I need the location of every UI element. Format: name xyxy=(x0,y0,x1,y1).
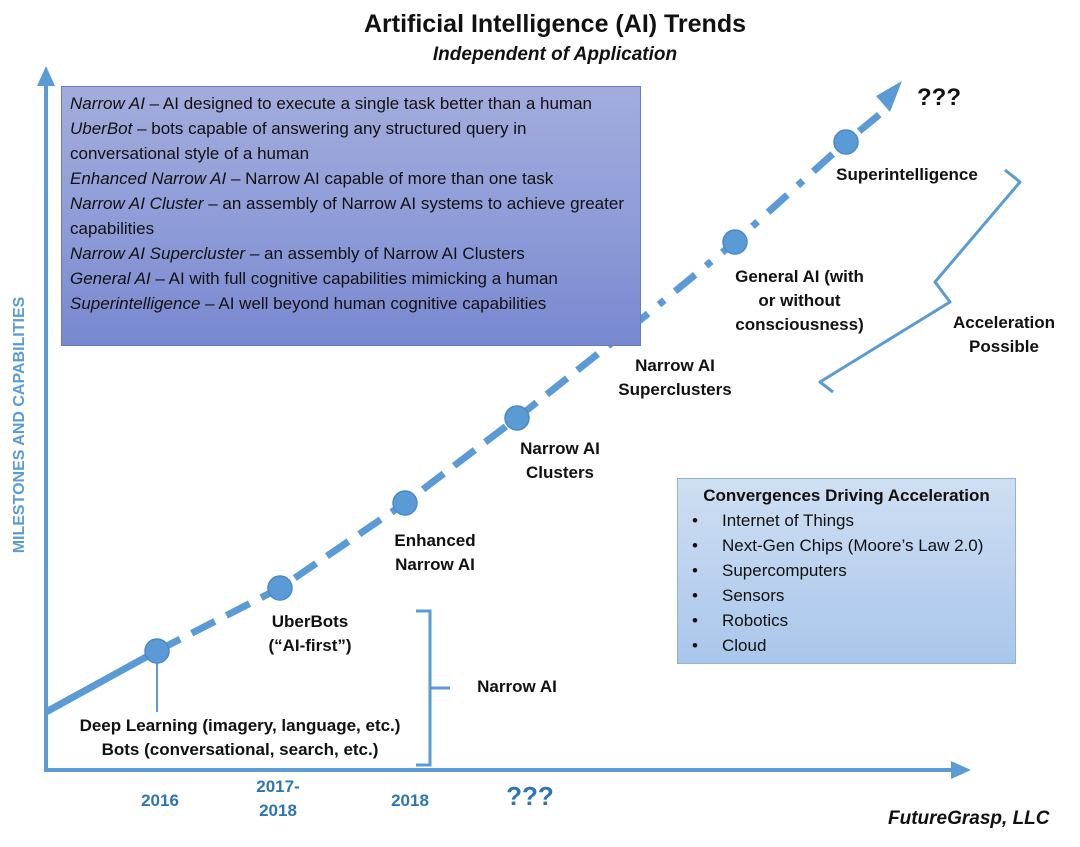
x-axis-label-line: 2017- xyxy=(256,777,300,796)
bracket-label-line: Possible xyxy=(969,337,1039,356)
definition-text: – Narrow AI capable of more than one tas… xyxy=(226,169,554,188)
x-axis-label-line: 2018 xyxy=(391,791,429,810)
y-axis-arrowhead xyxy=(37,66,55,86)
definition-row: Narrow AI – AI designed to execute a sin… xyxy=(70,91,632,116)
bracket-label-line: Narrow AI xyxy=(477,677,557,696)
definition-text: – AI with full cognitive capabilities mi… xyxy=(150,269,558,288)
definition-text: – an assembly of Narrow AI Clusters xyxy=(245,244,525,263)
bracket-label-narrow-ai: Narrow AI xyxy=(462,675,572,699)
milestone-label-line: Enhanced xyxy=(394,531,476,550)
definition-term: Narrow AI Supercluster xyxy=(70,244,246,263)
definition-text: – bots capable of answering any structur… xyxy=(70,119,527,163)
convergence-item: • Next-Gen Chips (Moore’s Law 2.0) xyxy=(688,533,1005,558)
definition-term: UberBot xyxy=(70,119,133,138)
x-axis-arrowhead xyxy=(951,761,971,779)
bullet-dot-icon: • xyxy=(692,586,698,605)
x-axis-label-2018: 2018 xyxy=(370,789,450,813)
milestone-label-line: UberBots xyxy=(271,612,349,631)
convergences-title: Convergences Driving Acceleration xyxy=(703,486,990,505)
milestone-point-superintelligence xyxy=(833,129,859,155)
convergences-box: Convergences Driving Acceleration • Inter… xyxy=(677,478,1016,664)
convergence-item-text: Next-Gen Chips (Moore’s Law 2.0) xyxy=(722,536,984,555)
trend-dashed-segment xyxy=(155,327,631,655)
convergence-item: • Internet of Things xyxy=(688,508,1005,533)
definition-row: Enhanced Narrow AI – Narrow AI capable o… xyxy=(70,166,632,191)
x-axis-label-2017-2018: 2017- 2018 xyxy=(238,775,318,823)
trend-solid-segment xyxy=(44,647,159,716)
milestone-label-line: Bots (conversational, search, etc.) xyxy=(101,740,379,759)
milestone-point-general-ai xyxy=(722,229,748,255)
definition-text: – an assembly of Narrow AI systems to ac… xyxy=(70,194,624,238)
bullet-dot-icon: • xyxy=(692,561,698,580)
convergence-item: • Cloud xyxy=(688,633,1005,658)
convergence-item-text: Internet of Things xyxy=(722,511,854,530)
definition-text: – AI designed to execute a single task b… xyxy=(144,94,592,113)
milestone-point-2016 xyxy=(144,638,170,664)
milestone-point-uberbots xyxy=(267,575,293,601)
milestone-label-superclusters: Narrow AI Superclusters xyxy=(605,354,745,402)
x-axis-label-unknown: ??? xyxy=(485,781,575,811)
milestone-label-deep-learning: Deep Learning (imagery, language, etc.) … xyxy=(55,714,425,762)
definition-row: Narrow AI Supercluster – an assembly of … xyxy=(70,241,632,266)
convergence-item: • Sensors xyxy=(688,583,1005,608)
milestone-label-line: Clusters xyxy=(525,463,595,482)
y-axis-label: MILESTONES AND CAPABILITIES xyxy=(11,296,28,554)
milestone-point-enhanced-narrow-ai xyxy=(392,490,418,516)
milestone-label-general-ai: General AI (with or without consciousnes… xyxy=(712,265,887,337)
definition-row: General AI – AI with full cognitive capa… xyxy=(70,266,632,291)
x-axis-label-2016: 2016 xyxy=(120,789,200,813)
definition-term: Superintelligence xyxy=(70,294,201,313)
convergence-item-text: Cloud xyxy=(722,636,767,655)
definition-term: General AI xyxy=(70,269,151,288)
trend-arrowhead xyxy=(876,81,902,112)
definition-row: Superintelligence – AI well beyond human… xyxy=(70,291,632,316)
definitions-box: Narrow AI – AI designed to execute a sin… xyxy=(61,86,641,346)
x-axis-label-line: 2016 xyxy=(141,791,179,810)
milestone-label-line: Narrow AI xyxy=(520,439,600,458)
trend-dashdot-segment xyxy=(625,107,888,333)
milestone-label-enhanced-narrow-ai: Enhanced Narrow AI xyxy=(380,529,490,577)
acceleration-bracket xyxy=(818,168,1022,394)
page-subtitle: Independent of Application xyxy=(432,44,678,65)
milestone-label-superintelligence: Superintelligence xyxy=(822,163,992,187)
bullet-dot-icon: • xyxy=(692,511,698,530)
future-unknown-label: ??? xyxy=(917,84,961,111)
credit-label: FutureGrasp, LLC xyxy=(888,808,1050,829)
definition-text: – AI well beyond human cognitive capabil… xyxy=(200,294,547,313)
milestone-label-line: Narrow AI xyxy=(635,356,715,375)
bracket-label-acceleration: Acceleration Possible xyxy=(940,311,1068,359)
definition-row: UberBot – bots capable of answering any … xyxy=(70,116,632,166)
milestone-label-line: Superclusters xyxy=(618,380,732,399)
bullet-dot-icon: • xyxy=(692,636,698,655)
definition-term: Enhanced Narrow AI xyxy=(70,169,227,188)
bracket-label-line: Acceleration xyxy=(952,313,1056,332)
milestone-label-line: consciousness) xyxy=(735,315,864,334)
milestone-label-line: Narrow AI xyxy=(395,555,475,574)
milestone-label-uberbots: UberBots (“AI-first”) xyxy=(250,610,370,658)
convergence-item-text: Sensors xyxy=(722,586,785,605)
convergence-item: • Supercomputers xyxy=(688,558,1005,583)
convergence-item-text: Supercomputers xyxy=(722,561,847,580)
convergence-item: • Robotics xyxy=(688,608,1005,633)
narrow-ai-bracket xyxy=(416,609,450,767)
definition-row: Narrow AI Cluster – an assembly of Narro… xyxy=(70,191,632,241)
bullet-dot-icon: • xyxy=(692,536,698,555)
milestone-label-line: Superintelligence xyxy=(836,165,978,184)
x-axis-label-line: ??? xyxy=(506,781,554,811)
x-axis-label-line: 2018 xyxy=(259,801,297,820)
milestone-point-narrow-ai-clusters xyxy=(504,405,530,431)
milestone-label-line: or without xyxy=(758,291,841,310)
definition-term: Narrow AI Cluster xyxy=(70,194,204,213)
milestone-label-line: (“AI-first”) xyxy=(268,636,352,655)
milestone-label-line: Deep Learning (imagery, language, etc.) xyxy=(79,716,401,735)
page-title: Artificial Intelligence (AI) Trends xyxy=(363,10,747,38)
milestone-label-line: General AI (with xyxy=(735,267,864,286)
definition-term: Narrow AI xyxy=(70,94,145,113)
milestone-label-clusters: Narrow AI Clusters xyxy=(505,437,615,485)
convergence-item-text: Robotics xyxy=(722,611,789,630)
bullet-dot-icon: • xyxy=(692,611,698,630)
